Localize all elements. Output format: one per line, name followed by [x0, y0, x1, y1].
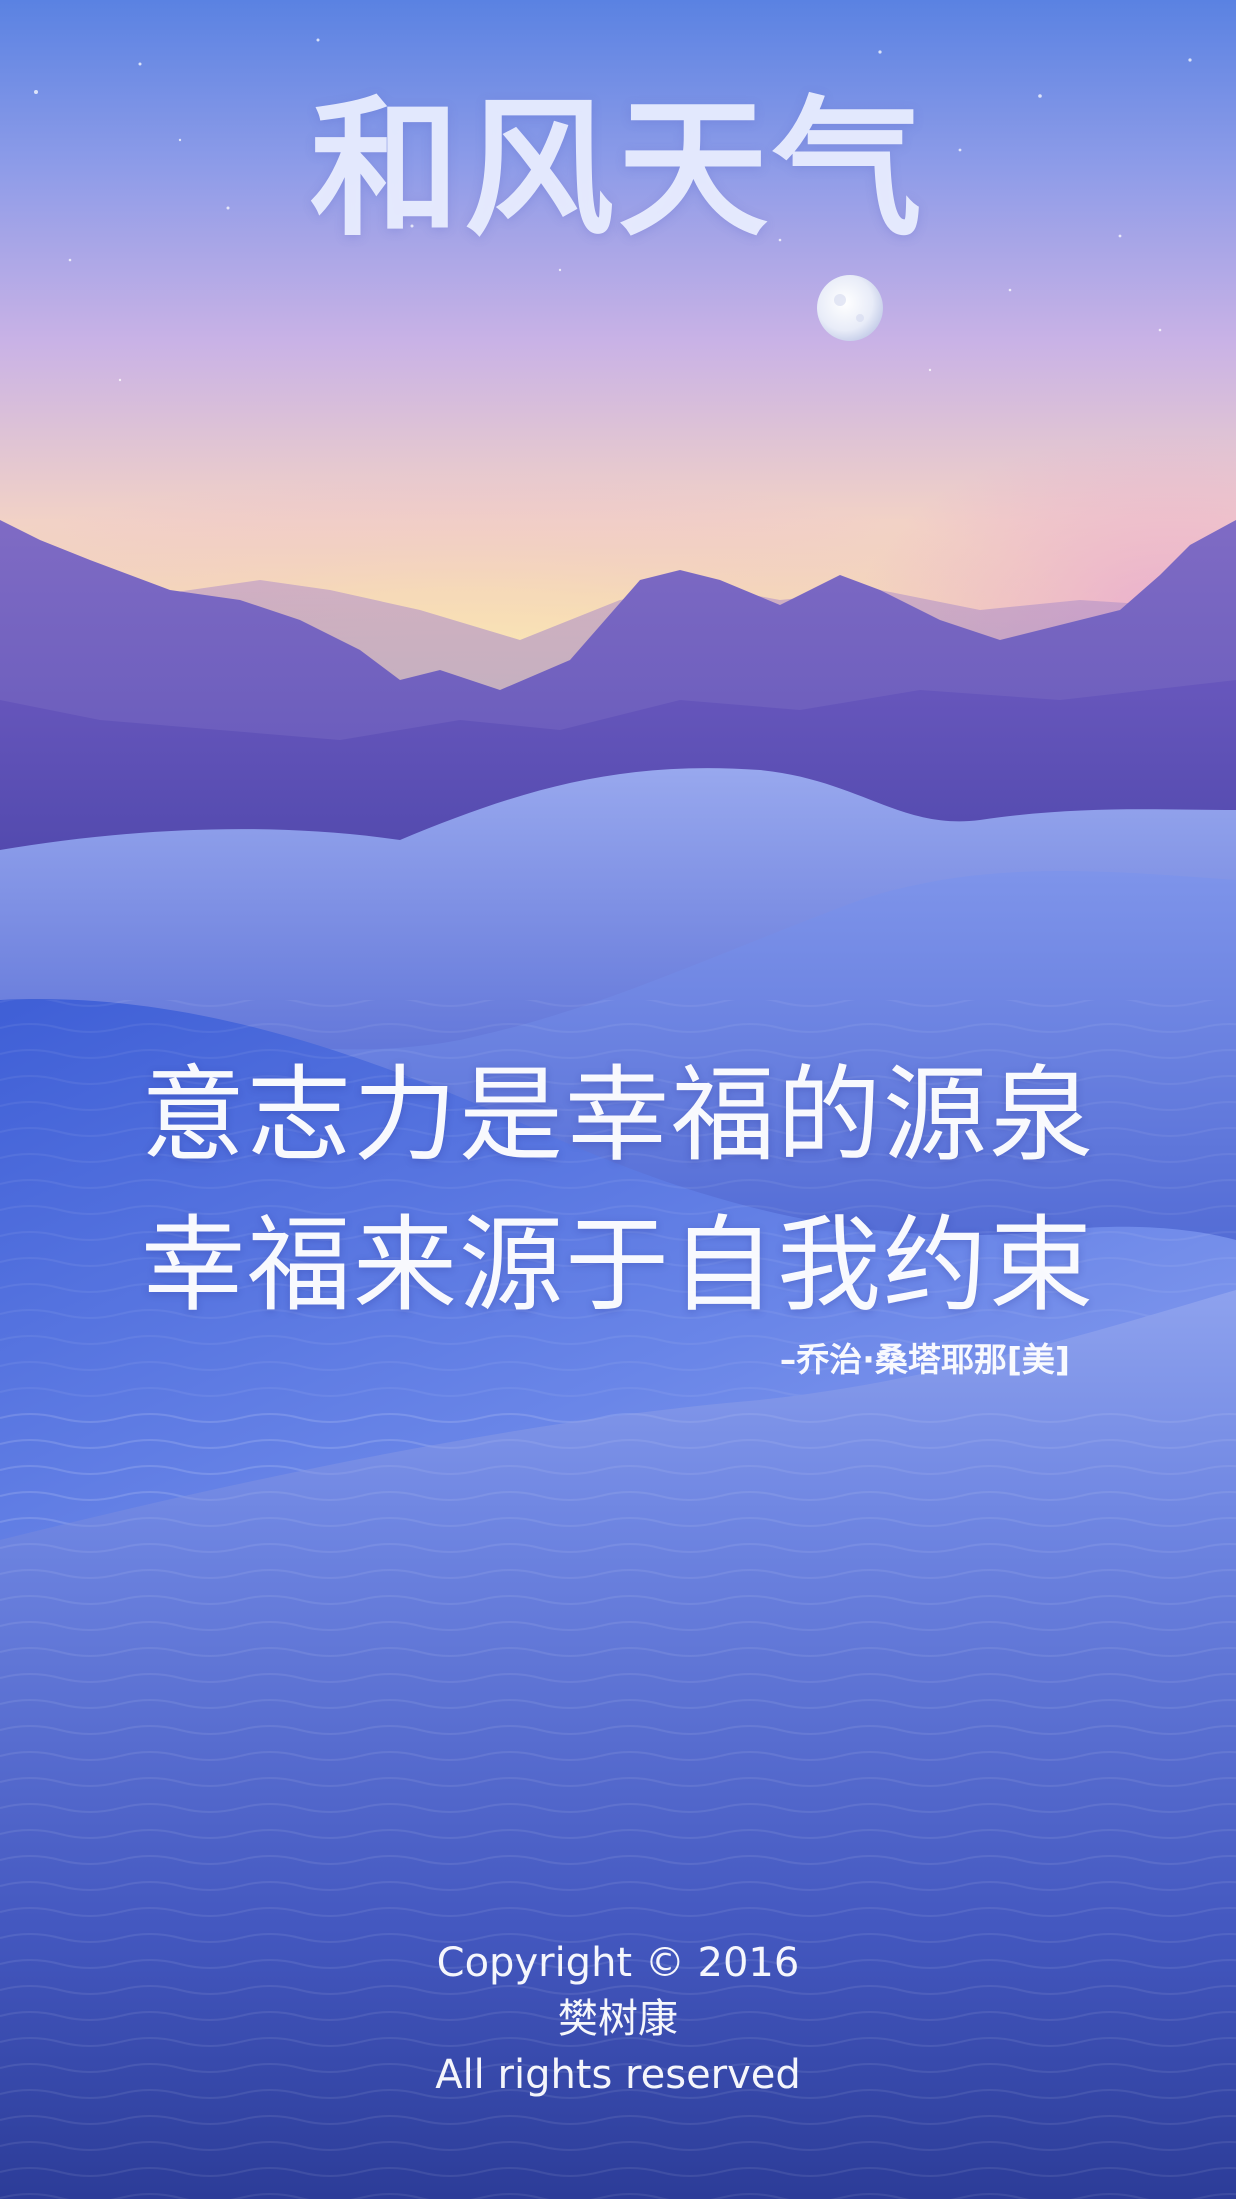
stars	[34, 38, 1192, 382]
author-name: 樊树康	[558, 1996, 678, 2042]
copyright-text: Copyright © 2016	[436, 1940, 800, 1986]
footer: Copyright © 2016 樊树康 All rights reserved	[0, 1935, 1236, 2103]
moon-icon	[817, 275, 883, 341]
quote-line-1: 意志力是幸福的源泉	[140, 1054, 1095, 1176]
quote-line-2: 幸福来源于自我约束	[140, 1204, 1095, 1326]
rights-text: All rights reserved	[435, 2052, 801, 2098]
quote-author: –乔治·桑塔耶那[美]	[779, 1340, 1070, 1379]
app-title: 和风天气	[309, 83, 926, 257]
quote-block: 意志力是幸福的源泉 幸福来源于自我约束	[0, 1040, 1236, 1340]
